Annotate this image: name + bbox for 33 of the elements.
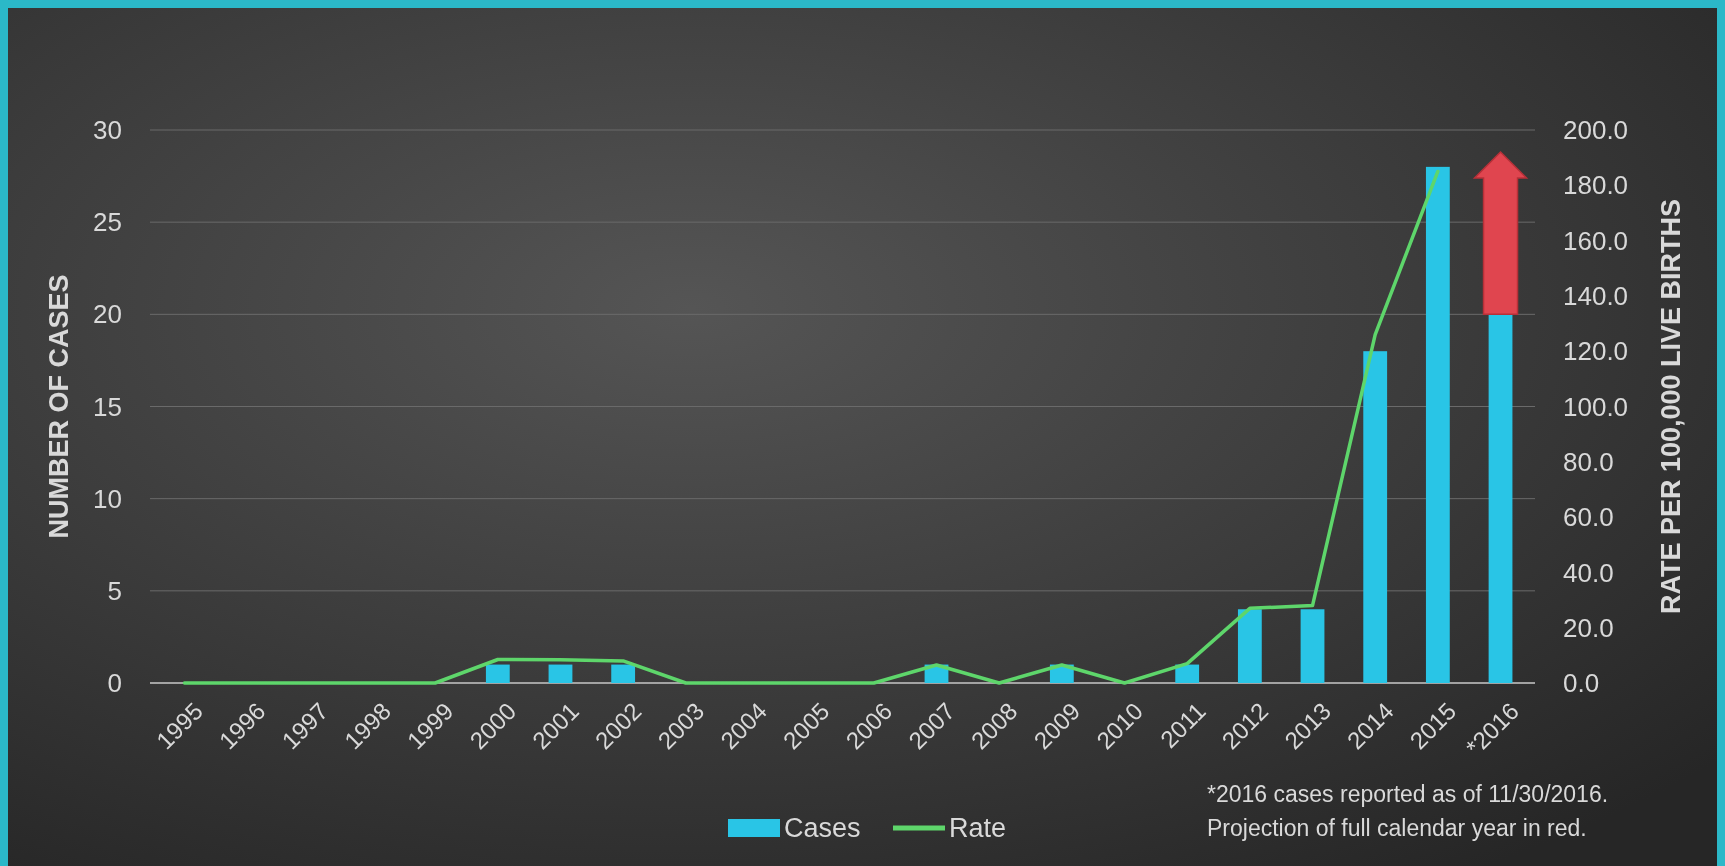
y-tick-label: 15 [93, 391, 122, 422]
bar [611, 664, 636, 683]
y2-tick-label: 180.0 [1563, 170, 1629, 201]
y2-tick-label: 160.0 [1563, 225, 1629, 256]
bar [1175, 664, 1200, 683]
bar [485, 664, 510, 683]
y-tick-label: 5 [107, 575, 122, 606]
bar [548, 664, 573, 683]
legend-label: Cases [784, 813, 861, 844]
y2-tick-label: 20.0 [1563, 612, 1614, 643]
text: Projection of full calendar year in red. [1207, 815, 1587, 842]
y2-axis-title: RATE PER 100,000 LIVE BIRTHS [1656, 198, 1686, 615]
y2-tick-label: 60.0 [1563, 502, 1614, 533]
bar [1300, 609, 1325, 683]
legend-label: Rate [949, 813, 1007, 844]
bar [1237, 609, 1262, 683]
y2-tick-label: 200.0 [1563, 115, 1629, 146]
y-tick-label: 20 [93, 299, 122, 330]
bar [1363, 351, 1388, 683]
y-tick-label: 30 [93, 115, 122, 146]
y2-tick-label: 40.0 [1563, 557, 1614, 588]
y2-tick-label: 100.0 [1563, 391, 1629, 422]
y2-tick-label: 0.0 [1563, 668, 1600, 699]
y2-tick-label: 120.0 [1563, 336, 1629, 367]
y-axis-title: NUMBER OF CASES [44, 274, 74, 539]
y-tick-label: 25 [93, 207, 122, 238]
bar [1425, 166, 1450, 683]
y-tick-label: 0 [107, 668, 122, 699]
text: *2016 cases reported as of 11/30/2016. [1207, 781, 1609, 808]
y-tick-label: 10 [93, 483, 122, 514]
line-series [182, 169, 1440, 685]
y2-tick-label: 80.0 [1563, 446, 1614, 477]
y2-tick-label: 140.0 [1563, 281, 1629, 311]
